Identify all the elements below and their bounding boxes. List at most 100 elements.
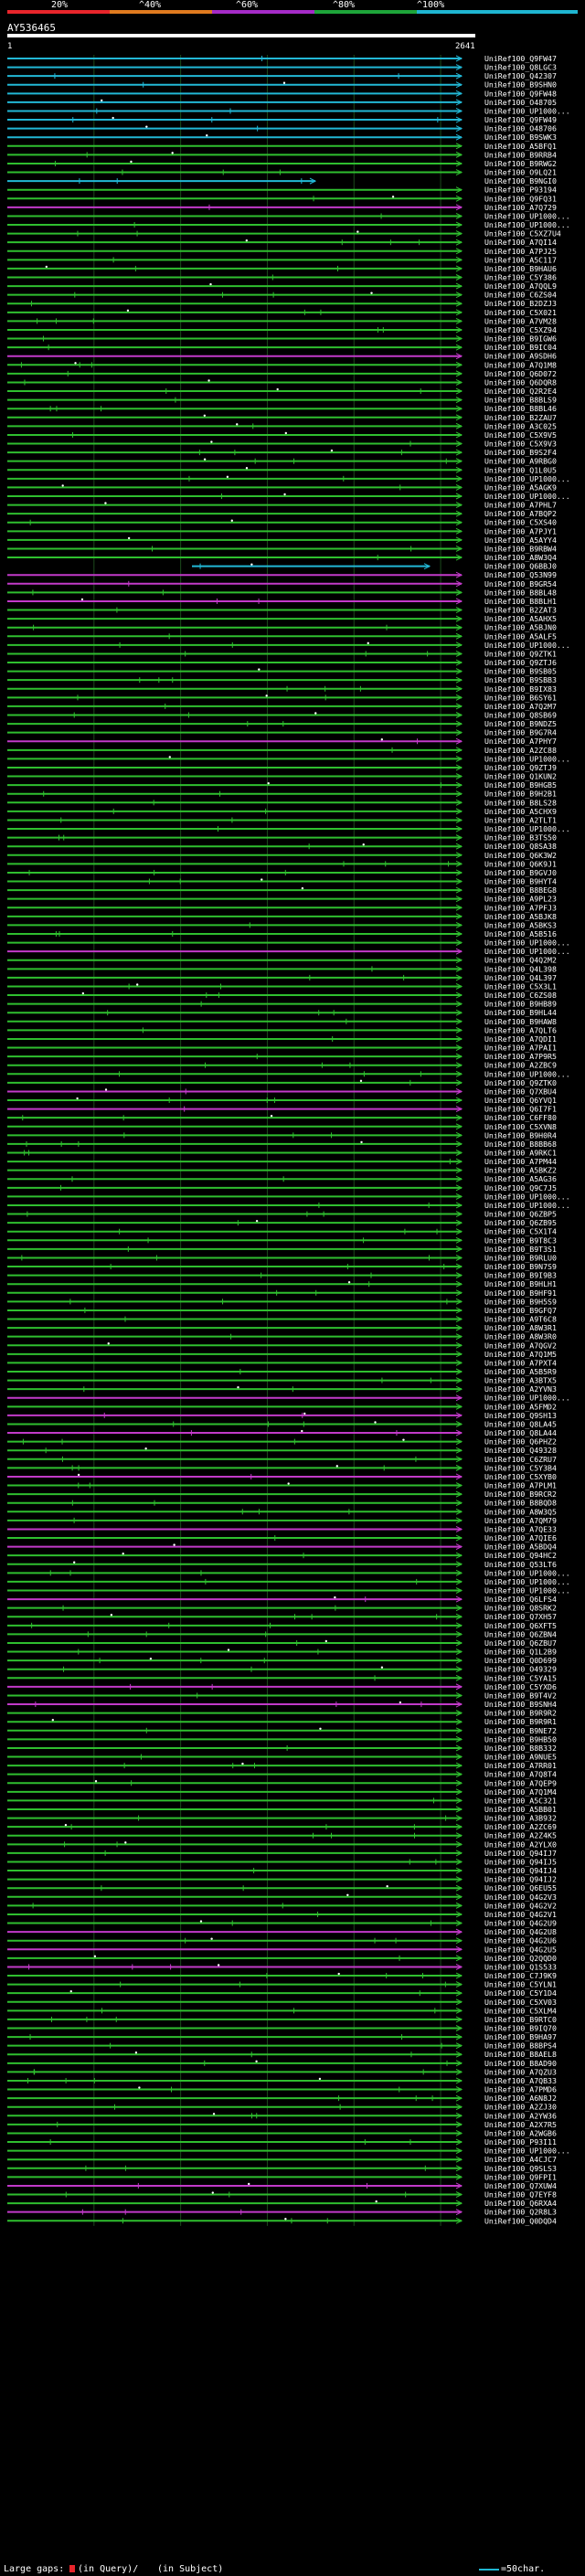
hit-label[interactable]: UniRef100_C6ZS04 <box>484 291 557 300</box>
hit-row[interactable]: UniRef100_A7PM44 <box>7 1157 557 1166</box>
hit-label[interactable]: UniRef100_C5XZ94 <box>484 325 557 334</box>
hit-label[interactable]: UniRef100_B9RWG2 <box>484 159 557 168</box>
hit-row[interactable]: UniRef100_Q1L2B9 <box>7 1648 557 1657</box>
hit-row[interactable]: UniRef100_A6N8J2 <box>7 2094 557 2103</box>
hit-row[interactable]: UniRef100_B8B332 <box>7 1744 557 1753</box>
hit-row[interactable]: UniRef100_Q9ZTJ9 <box>7 763 557 772</box>
hit-row[interactable]: UniRef100_A2Z4K5 <box>7 1831 557 1840</box>
hit-row[interactable]: UniRef100_UP1000... <box>7 106 570 115</box>
hit-label[interactable]: UniRef100_A5BKZ2 <box>484 1166 557 1175</box>
hit-label[interactable]: UniRef100_B8BLS9 <box>484 396 557 405</box>
hit-label[interactable]: UniRef100_UP1000... <box>484 106 570 115</box>
hit-label[interactable]: UniRef100_Q6ZBN4 <box>484 1629 557 1638</box>
hit-row[interactable]: UniRef100_A7QZU3 <box>7 2067 557 2076</box>
hit-row[interactable]: UniRef100_Q1S533 <box>7 1962 557 1971</box>
hit-label[interactable]: UniRef100_B9NDZ5 <box>484 719 557 728</box>
hit-label[interactable]: UniRef100_A5BFQ1 <box>484 142 557 151</box>
hit-label[interactable]: UniRef100_A9NUE5 <box>484 1753 557 1762</box>
hit-row[interactable]: UniRef100_B9GFQ7 <box>7 1306 557 1315</box>
hit-label[interactable]: UniRef100_A2YVN3 <box>484 1384 557 1394</box>
hit-label[interactable]: UniRef100_A5AHX5 <box>484 614 557 623</box>
hit-label[interactable]: UniRef100_A2YLX0 <box>484 1839 557 1849</box>
hit-row[interactable]: UniRef100_Q6XFT5 <box>7 1621 557 1630</box>
hit-label[interactable]: UniRef100_Q4G2U8 <box>484 1927 557 1936</box>
hit-row[interactable]: UniRef100_A3C025 <box>7 421 557 430</box>
hit-row[interactable]: UniRef100_C5X9V3 <box>7 440 557 449</box>
hit-row[interactable]: UniRef100_Q6RXA4 <box>7 2199 557 2208</box>
hit-row[interactable]: UniRef100_P93I11 <box>7 2137 557 2147</box>
hit-label[interactable]: UniRef100_A2TLT1 <box>484 815 557 824</box>
hit-label[interactable]: UniRef100_B9H0R4 <box>484 1130 557 1140</box>
hit-label[interactable]: UniRef100_B9HL44 <box>484 1008 557 1017</box>
hit-row[interactable]: UniRef100_O48705 <box>7 98 557 107</box>
hit-label[interactable]: UniRef100_C6ZRU7 <box>484 1455 557 1464</box>
hit-label[interactable]: UniRef100_B9HGB5 <box>484 780 557 790</box>
hit-row[interactable]: UniRef100_Q7XH57 <box>7 1612 557 1621</box>
hit-label[interactable]: UniRef100_Q1L0U5 <box>484 465 557 474</box>
hit-row[interactable]: UniRef100_C5YXD6 <box>7 1682 557 1691</box>
hit-row[interactable]: UniRef100_B9IC04 <box>7 343 557 352</box>
hit-label[interactable]: UniRef100_B9T3S1 <box>484 1245 557 1254</box>
hit-row[interactable]: UniRef100_A2ZJ30 <box>7 2103 557 2112</box>
hit-row[interactable]: UniRef100_Q4G2U8 <box>7 1927 557 1936</box>
hit-label[interactable]: UniRef100_Q6ZB95 <box>484 1218 557 1227</box>
hit-row[interactable]: UniRef100_B9RWG2 <box>7 159 557 168</box>
hit-row[interactable]: UniRef100_A5BKS3 <box>7 920 557 929</box>
hit-row[interactable]: UniRef100_B8LS28 <box>7 798 557 807</box>
hit-row[interactable]: UniRef100_B9T4V2 <box>7 1691 557 1700</box>
hit-row[interactable]: UniRef100_B6SY61 <box>7 693 557 702</box>
hit-label[interactable]: UniRef100_B9HYT4 <box>484 877 557 886</box>
hit-label[interactable]: UniRef100_Q4G2U5 <box>484 1945 557 1954</box>
hit-label[interactable]: UniRef100_A7QQL9 <box>484 281 557 291</box>
hit-row[interactable]: UniRef100_C6ZS08 <box>7 991 557 1000</box>
hit-row[interactable]: UniRef100_B9SHN0 <box>7 80 557 90</box>
hit-row[interactable]: UniRef100_UP1000... <box>7 211 570 220</box>
hit-label[interactable]: UniRef100_UP1000... <box>484 211 570 220</box>
hit-label[interactable]: UniRef100_A5AGK9 <box>484 482 557 492</box>
hit-row[interactable]: UniRef100_O49329 <box>7 1665 557 1674</box>
hit-label[interactable]: UniRef100_B8AEL8 <box>484 2050 557 2059</box>
hit-row[interactable]: UniRef100_A9RKC1 <box>7 1149 557 1158</box>
hit-label[interactable]: UniRef100_Q4G2V1 <box>484 1910 557 1919</box>
hit-label[interactable]: UniRef100_C6ZS08 <box>484 991 557 1000</box>
hit-row[interactable]: UniRef100_C6FF80 <box>7 1113 557 1122</box>
hit-label[interactable]: UniRef100_A7Q2M7 <box>484 702 557 711</box>
hit-row[interactable]: UniRef100_B9IQ70 <box>7 2024 557 2033</box>
hit-row[interactable]: UniRef100_UP1000... <box>7 474 570 483</box>
hit-row[interactable]: UniRef100_C5YA15 <box>7 1673 557 1682</box>
hit-label[interactable]: UniRef100_C5X1T4 <box>484 1227 557 1236</box>
hit-label[interactable]: UniRef100_Q49328 <box>484 1446 557 1455</box>
hit-label[interactable]: UniRef100_A7QI14 <box>484 238 557 247</box>
hit-row[interactable]: UniRef100_B9SWK3 <box>7 133 557 142</box>
hit-row[interactable]: UniRef100_UP1000... <box>7 492 570 501</box>
hit-row[interactable]: UniRef100_Q8LGC3 <box>7 63 557 72</box>
hit-row[interactable]: UniRef100_B9IX83 <box>7 684 557 694</box>
hit-label[interactable]: UniRef100_B9HB50 <box>484 1734 557 1744</box>
hit-label[interactable]: UniRef100_Q9FW48 <box>484 89 557 98</box>
hit-label[interactable]: UniRef100_Q9FW49 <box>484 115 557 124</box>
hit-row[interactable]: UniRef100_B9NE72 <box>7 1726 557 1735</box>
hit-label[interactable]: UniRef100_P93I11 <box>484 2137 557 2147</box>
hit-row[interactable]: UniRef100_B9H2B1 <box>7 790 557 799</box>
hit-label[interactable]: UniRef100_Q6K3W2 <box>484 851 557 860</box>
hit-label[interactable]: UniRef100_B8LS28 <box>484 798 557 807</box>
hit-label[interactable]: UniRef100_C5Y3B4 <box>484 1463 557 1472</box>
hit-label[interactable]: UniRef100_Q4L398 <box>484 964 557 973</box>
hit-label[interactable]: UniRef100_Q8LGC3 <box>484 63 557 72</box>
hit-label[interactable]: UniRef100_C7J9K9 <box>484 1971 557 1980</box>
hit-label[interactable]: UniRef100_A7Q1M5 <box>484 1350 557 1359</box>
hit-row[interactable]: UniRef100_A2ZC88 <box>7 746 557 755</box>
hit-row[interactable]: UniRef100_Q7XBU4 <box>7 1087 557 1096</box>
hit-row[interactable]: UniRef100_Q94IJ4 <box>7 1866 557 1875</box>
hit-row[interactable]: UniRef100_A2YVN3 <box>7 1384 557 1394</box>
hit-label[interactable]: UniRef100_C5X021 <box>484 308 557 317</box>
hit-label[interactable]: UniRef100_O48705 <box>484 98 557 107</box>
hit-row[interactable]: UniRef100_Q9ZTJ6 <box>7 658 557 667</box>
hit-label[interactable]: UniRef100_B9HLH1 <box>484 1279 557 1288</box>
hit-label[interactable]: UniRef100_Q53N99 <box>484 570 557 579</box>
hit-row[interactable]: UniRef100_A5AYY4 <box>7 535 557 545</box>
hit-label[interactable]: UniRef100_A7P9R5 <box>484 1052 557 1061</box>
hit-row[interactable]: UniRef100_A7RR01 <box>7 1761 557 1770</box>
hit-row[interactable]: UniRef100_C5Y3B4 <box>7 1463 557 1472</box>
hit-row[interactable]: UniRef100_A3BTX5 <box>7 1376 557 1385</box>
